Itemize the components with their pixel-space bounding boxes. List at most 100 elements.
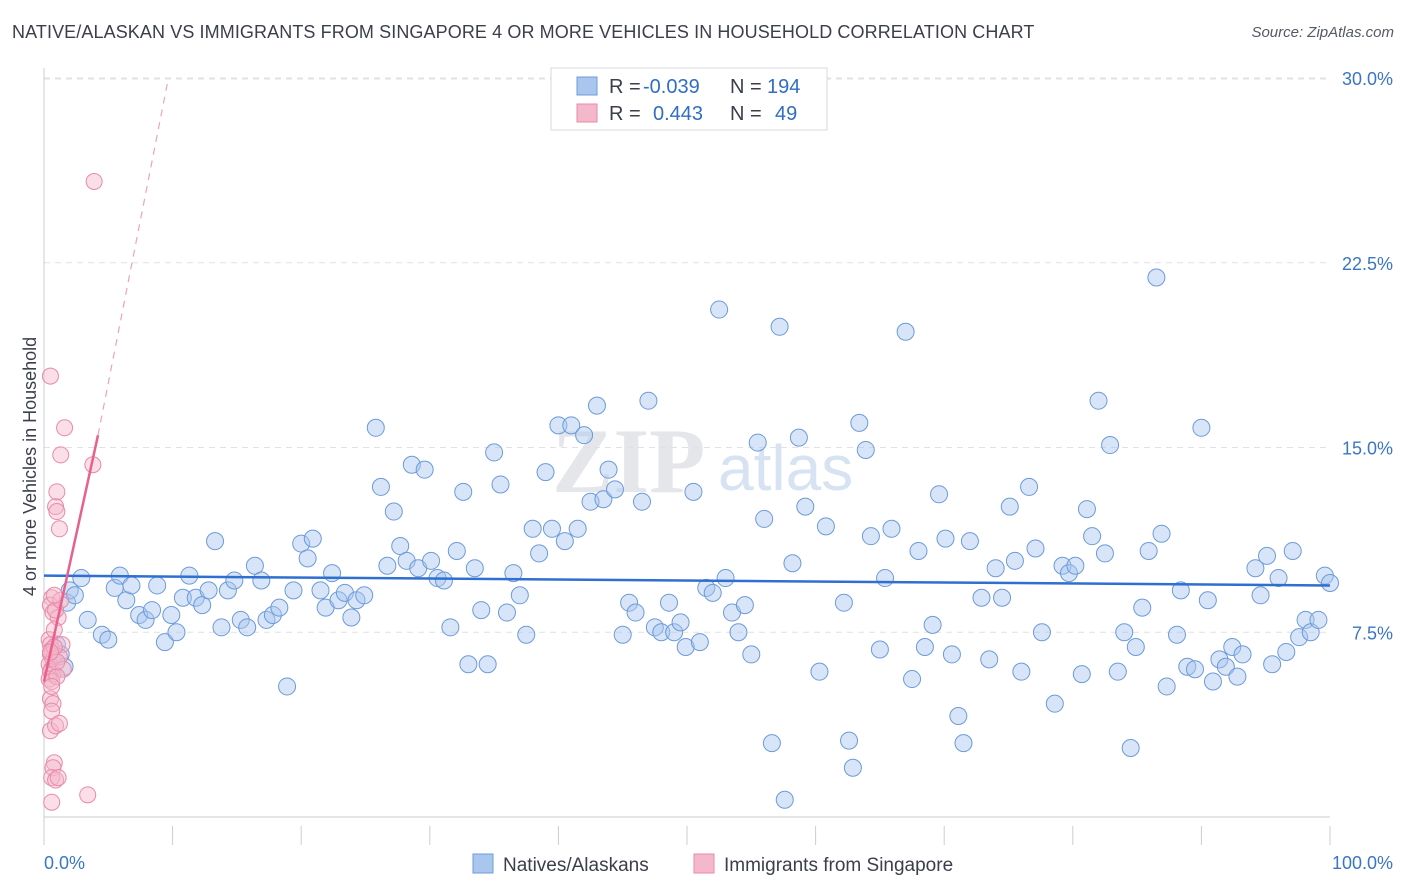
native-point: [1032, 623, 1051, 642]
singapore-point: [47, 771, 65, 789]
native-point: [472, 601, 491, 620]
native-point: [1115, 623, 1134, 642]
native-point: [1026, 539, 1045, 558]
y-tick-label: 22.5%: [1342, 254, 1393, 274]
native-point: [735, 596, 754, 615]
native-point: [915, 638, 934, 657]
native-point: [1059, 564, 1078, 583]
native-point: [485, 443, 504, 462]
native-point: [1133, 598, 1152, 617]
native-point: [626, 603, 645, 622]
native-point: [415, 460, 434, 479]
native-point: [850, 413, 869, 432]
natives-trend-line: [43, 574, 1331, 587]
native-point: [72, 569, 91, 588]
native-point: [218, 581, 237, 600]
native-point: [1223, 638, 1242, 657]
native-point: [65, 586, 84, 605]
native-point: [1269, 569, 1288, 588]
native-point: [923, 615, 942, 634]
native-point: [840, 731, 859, 750]
series-legend: Natives/Alaskans Immigrants from Singapo…: [472, 853, 953, 876]
native-point: [447, 541, 466, 560]
native-point: [342, 608, 361, 627]
native-point: [504, 564, 523, 583]
native-point: [993, 588, 1012, 607]
native-point: [441, 618, 460, 637]
native-point: [703, 583, 722, 602]
native-point: [613, 625, 632, 644]
native-point: [329, 591, 348, 610]
singapore-point: [49, 769, 67, 787]
native-point: [1277, 642, 1296, 661]
native-point: [876, 569, 895, 588]
native-point: [1083, 527, 1102, 546]
singapore-point: [41, 367, 59, 385]
native-point: [206, 532, 225, 551]
native-point: [303, 529, 322, 548]
native-point: [1203, 672, 1222, 691]
native-point: [434, 571, 453, 590]
native-point: [1198, 591, 1217, 610]
native-point: [199, 581, 218, 600]
native-point: [549, 416, 568, 435]
native-point: [78, 610, 97, 629]
native-point: [225, 571, 244, 590]
singapore-point: [48, 668, 66, 686]
bottom-swatch-natives: [472, 853, 494, 874]
native-point: [587, 396, 606, 415]
legend-n-label-singapore: N =: [730, 103, 762, 125]
singapore-point: [48, 503, 66, 521]
legend-swatch-singapore: [576, 103, 598, 123]
native-point: [652, 623, 671, 642]
y-tick-label: 30.0%: [1342, 69, 1393, 89]
native-point: [155, 633, 174, 652]
singapore-point: [45, 586, 63, 604]
singapore-point: [85, 172, 103, 190]
native-point: [1251, 586, 1270, 605]
native-point: [954, 734, 973, 753]
legend-r-label-natives: R =: [609, 76, 641, 98]
native-point: [335, 583, 354, 602]
native-point: [1147, 268, 1166, 287]
native-point: [1139, 541, 1158, 560]
native-point: [284, 581, 303, 600]
bottom-swatch-singapore: [693, 853, 715, 874]
native-point: [465, 559, 484, 578]
native-point: [1005, 551, 1024, 570]
native-point: [148, 576, 167, 595]
native-point: [716, 569, 735, 588]
native-point: [1216, 657, 1235, 676]
native-point: [930, 485, 949, 504]
native-point: [594, 490, 613, 509]
native-point: [834, 593, 853, 612]
singapore-point: [52, 446, 70, 464]
native-point: [167, 623, 186, 642]
native-point: [1095, 544, 1114, 563]
native-point: [903, 670, 922, 689]
watermark-zip: ZIP: [552, 410, 705, 512]
native-point: [1053, 556, 1072, 575]
trend-layer: [42, 82, 1331, 682]
native-point: [1263, 655, 1282, 674]
native-point: [1089, 391, 1108, 410]
native-point: [783, 554, 802, 573]
singapore-point: [50, 714, 68, 732]
native-point: [665, 623, 684, 642]
native-point: [1152, 524, 1171, 543]
singapore-point: [48, 483, 66, 501]
native-point: [1101, 436, 1120, 455]
native-point: [986, 559, 1005, 578]
native-point: [173, 588, 192, 607]
x-tick-label: 100.0%: [1332, 853, 1393, 873]
native-point: [1228, 667, 1247, 686]
native-point: [620, 593, 639, 612]
native-point: [861, 527, 880, 546]
native-point: [710, 300, 729, 319]
native-point: [843, 758, 862, 777]
singapore-point: [43, 793, 61, 811]
native-point: [298, 549, 317, 568]
native-point: [278, 677, 297, 696]
legend-r-value-natives: -0.039: [643, 76, 700, 98]
